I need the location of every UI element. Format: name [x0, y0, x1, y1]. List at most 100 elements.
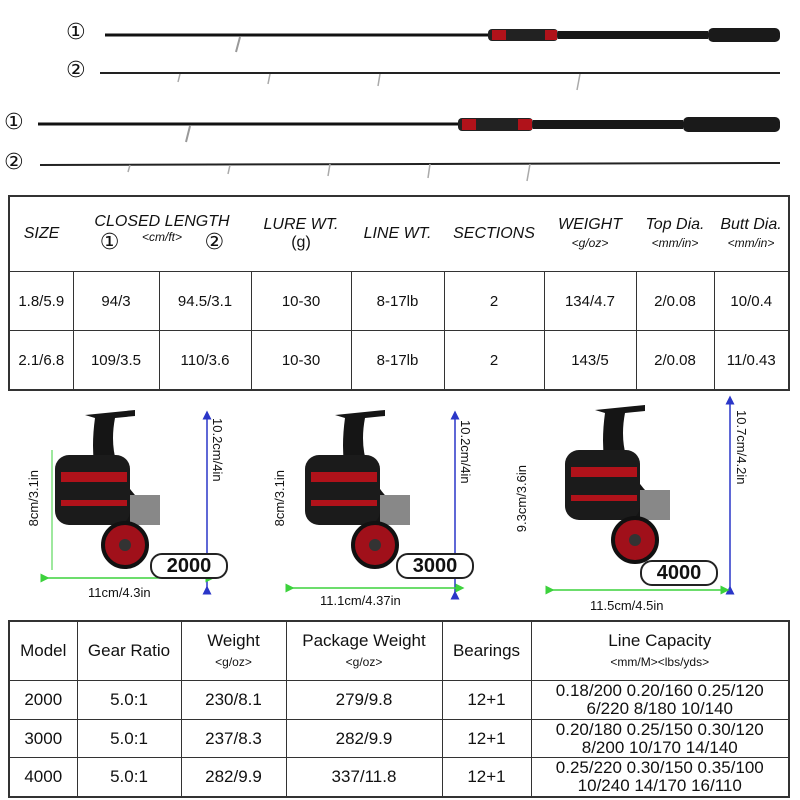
table-row: 4000 5.0:1 282/9.9 337/11.8 12+1 0.25/220 0.…	[8, 757, 790, 798]
rod-2-marker: ②	[204, 229, 225, 255]
cell-gear: 5.0:1	[76, 757, 182, 798]
weight-label: WEIGHT	[558, 216, 622, 234]
cell: 10-30	[250, 330, 352, 391]
table-row: 2.1/6.8 109/3.5 110/3.6 10-30 8-17lb 2 143/5 2/…	[8, 330, 790, 391]
cell-line-capacity: 0.18/200 0.20/160 0.25/120 6/220 8/180 10…	[530, 680, 790, 720]
cell: 2/0.08	[635, 330, 715, 391]
header-model: Model	[8, 620, 78, 681]
cell: 110/3.6	[158, 330, 252, 391]
cell-model: 4000	[8, 757, 78, 798]
cell-bearings: 12+1	[441, 680, 532, 720]
line-capacity-label: Line Capacity	[608, 630, 712, 650]
header-weight: Weight <g/oz>	[180, 620, 287, 681]
line-capacity-lbs: 6/220 8/180 10/140	[586, 698, 734, 718]
top-dia-label: Top Dia.	[645, 216, 705, 234]
reel-4000-badge: 4000	[640, 560, 718, 586]
reel-2000-width: 11cm/4.3in	[88, 585, 151, 600]
line-capacity-mm: 0.20/180 0.25/150 0.30/120	[555, 719, 764, 739]
header-closed-length: CLOSED LENGTH ① <cm/ft> ②	[73, 195, 251, 272]
lure-label: LURE WT.	[263, 216, 339, 234]
cell-gear: 5.0:1	[76, 680, 182, 720]
header-butt-dia: Butt Dia. <mm/in>	[714, 195, 789, 272]
header-lure: LURE WT. (g)	[251, 195, 351, 272]
closed-length-unit: <cm/ft>	[141, 229, 182, 244]
rod-1-marker: ①	[66, 20, 86, 45]
table-header-row: SIZE CLOSED LENGTH ① <cm/ft> ② LURE WT.(…	[9, 195, 789, 272]
cell: 94/3	[72, 271, 160, 331]
line-capacity-mm: 0.18/200 0.20/160 0.25/120	[555, 681, 764, 700]
cell: 2	[443, 271, 545, 331]
header-line-capacity: Line Capacity <mm/M><lbs/yds>	[530, 620, 790, 681]
weight-unit: <g/oz>	[571, 236, 609, 250]
butt-dia-label: Butt Dia.	[720, 216, 782, 234]
package-weight-unit: <g/oz>	[345, 655, 383, 669]
cell-weight: 230/8.1	[180, 680, 287, 720]
cell: 10/0.4	[713, 271, 790, 331]
cell-weight: 282/9.9	[180, 757, 287, 798]
cell: 8-17lb	[350, 271, 445, 331]
rod-set-2	[38, 117, 781, 182]
cell: 109/3.5	[72, 330, 160, 391]
line-capacity-lbs: 8/200 10/170 14/140	[581, 737, 738, 757]
reel-4000-width: 11.5cm/4.5in	[590, 598, 664, 613]
weight-label: Weight	[207, 630, 260, 650]
line-capacity-mm: 0.25/220 0.30/150 0.35/100	[555, 758, 764, 778]
reel-3000-height: 8cm/3.1in	[272, 470, 287, 527]
package-weight-label: Package Weight	[302, 630, 426, 650]
cell-line-capacity: 0.25/220 0.30/150 0.35/100 10/240 14/170 …	[530, 757, 790, 798]
cell-model: 2000	[8, 680, 78, 720]
lure-unit: (g)	[291, 234, 311, 251]
cell: 8-17lb	[350, 330, 445, 391]
reel-2000-total-height: 10.2cm/4in	[210, 418, 225, 482]
reel-2000-badge: 2000	[150, 553, 228, 579]
reel-4000-total-height: 10.7cm/4.2in	[734, 410, 749, 485]
rod-1-marker: ①	[4, 110, 24, 135]
rod-spec-table: SIZE CLOSED LENGTH ① <cm/ft> ② LURE WT.(…	[8, 195, 790, 391]
cell-bearings: 12+1	[441, 718, 532, 759]
header-gear-ratio: Gear Ratio	[76, 620, 182, 681]
cell-package: 337/11.8	[285, 757, 443, 798]
cell-package: 279/9.8	[285, 680, 443, 720]
cell-gear: 5.0:1	[76, 718, 182, 759]
reel-3000-total-height: 10.2cm/4in	[458, 420, 473, 484]
header-sections: SECTIONS	[444, 195, 544, 272]
weight-unit: <g/oz>	[215, 655, 252, 669]
table-header-row: Model Gear Ratio Weight <g/oz> Package We…	[8, 620, 790, 681]
cell: 94.5/3.1	[158, 271, 252, 331]
cell: 1.8/5.9	[8, 271, 74, 331]
rod-2-marker: ②	[66, 58, 86, 83]
cell-bearings: 12+1	[441, 757, 532, 798]
closed-length-label: CLOSED LENGTH	[94, 213, 230, 231]
cell: 2	[443, 330, 545, 391]
header-weight: WEIGHT <g/oz>	[544, 195, 636, 272]
cell-model: 3000	[8, 718, 78, 759]
reel-4000-height: 9.3cm/3.6in	[514, 465, 529, 533]
table-row: 3000 5.0:1 237/8.3 282/9.9 12+1 0.20/180 0.2…	[8, 718, 790, 759]
rods-illustration	[38, 28, 781, 182]
table-row: 2000 5.0:1 230/8.1 279/9.8 12+1 0.18/200 0.2…	[8, 680, 790, 720]
cell-weight: 237/8.3	[180, 718, 287, 759]
reel-spec-table: Model Gear Ratio Weight <g/oz> Package We…	[8, 620, 790, 799]
header-size: SIZE	[9, 195, 73, 272]
reel-3000-width: 11.1cm/4.37in	[320, 593, 401, 608]
cell: 2.1/6.8	[8, 330, 74, 391]
header-line: LINE WT.	[351, 195, 444, 272]
line-capacity-unit: <mm/M><lbs/yds>	[610, 655, 710, 669]
rod-2-marker: ②	[4, 150, 24, 175]
butt-dia-unit: <mm/in>	[727, 236, 775, 250]
reel-2000-height: 8cm/3.1in	[26, 470, 41, 527]
cell: 143/5	[543, 330, 637, 391]
line-capacity-lbs: 10/240 14/170 16/110	[577, 776, 742, 796]
cell: 11/0.43	[713, 330, 790, 391]
header-bearings: Bearings	[441, 620, 532, 681]
rod-1-marker: ①	[99, 229, 120, 255]
cell-line-capacity: 0.20/180 0.25/150 0.30/120 8/200 10/170 1…	[530, 718, 790, 759]
header-top-dia: Top Dia. <mm/in>	[636, 195, 714, 272]
cell-package: 282/9.9	[285, 718, 443, 759]
cell: 134/4.7	[543, 271, 637, 331]
reel-4000	[545, 395, 735, 595]
top-dia-unit: <mm/in>	[651, 236, 699, 250]
header-package-weight: Package Weight <g/oz>	[285, 620, 443, 681]
rod-set-1	[100, 28, 780, 91]
